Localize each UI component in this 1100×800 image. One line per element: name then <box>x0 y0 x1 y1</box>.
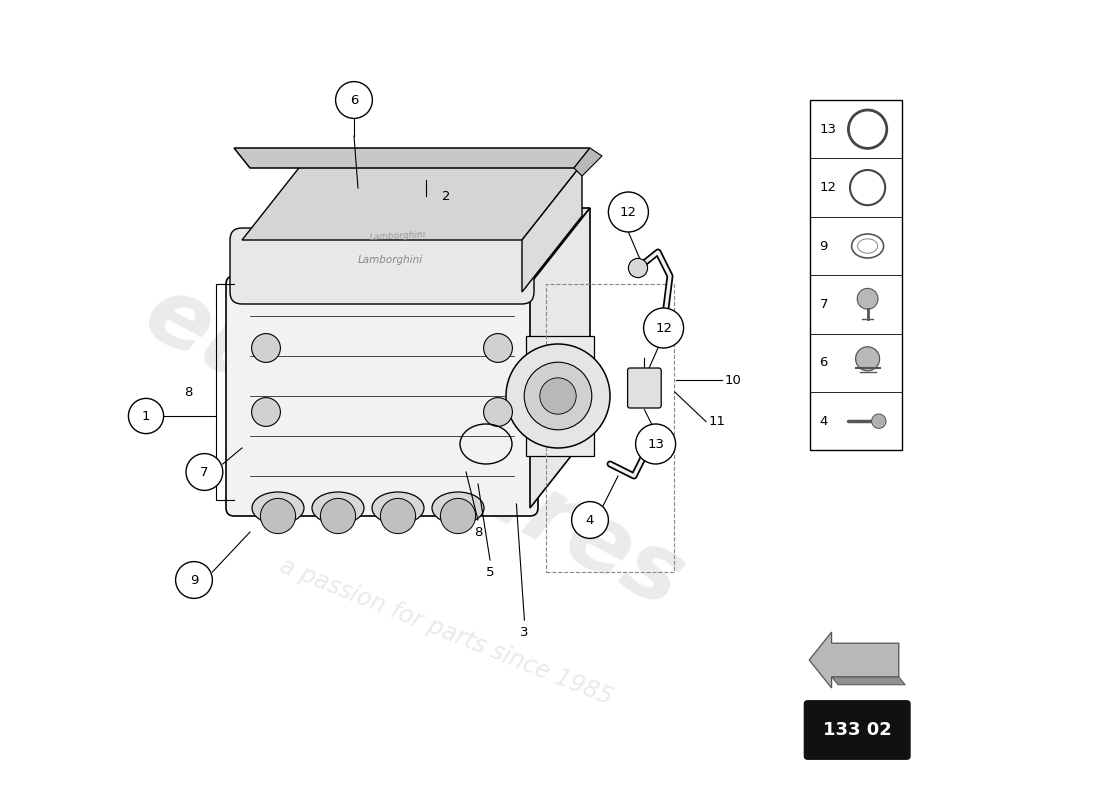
Circle shape <box>871 414 886 429</box>
Text: 8: 8 <box>474 526 482 538</box>
Polygon shape <box>526 336 594 456</box>
Text: 4: 4 <box>820 414 828 428</box>
Polygon shape <box>832 677 905 685</box>
Circle shape <box>440 498 475 534</box>
Circle shape <box>644 308 683 348</box>
Ellipse shape <box>432 492 484 524</box>
Circle shape <box>186 454 223 490</box>
Circle shape <box>540 378 576 414</box>
Polygon shape <box>234 148 590 168</box>
Text: Lamborghini: Lamborghini <box>358 255 422 265</box>
Text: 12: 12 <box>820 181 837 194</box>
Text: 7: 7 <box>820 298 828 311</box>
Circle shape <box>506 344 610 448</box>
Text: eurospares: eurospares <box>129 267 700 629</box>
Circle shape <box>176 562 212 598</box>
Bar <box>546 284 674 572</box>
Circle shape <box>252 398 280 426</box>
Text: 4: 4 <box>586 514 594 526</box>
Polygon shape <box>234 208 590 284</box>
Text: 11: 11 <box>708 415 725 428</box>
Polygon shape <box>242 164 582 240</box>
Text: 9: 9 <box>820 239 828 253</box>
Text: 2: 2 <box>442 190 451 202</box>
Circle shape <box>628 258 648 278</box>
Circle shape <box>252 334 280 362</box>
Circle shape <box>129 398 164 434</box>
Text: 7: 7 <box>200 466 209 478</box>
Text: 13: 13 <box>820 122 837 136</box>
Text: 133 02: 133 02 <box>823 721 892 739</box>
Text: 3: 3 <box>520 626 529 638</box>
Text: 6: 6 <box>350 94 359 106</box>
Circle shape <box>320 498 355 534</box>
Text: a passion for parts since 1985: a passion for parts since 1985 <box>276 554 616 710</box>
Circle shape <box>261 498 296 534</box>
FancyBboxPatch shape <box>226 276 538 516</box>
Text: 5: 5 <box>486 566 494 578</box>
Text: 9: 9 <box>190 574 198 586</box>
Text: 12: 12 <box>656 322 672 334</box>
Circle shape <box>336 82 373 118</box>
Bar <box>810 100 902 450</box>
Circle shape <box>636 424 675 464</box>
Circle shape <box>525 362 592 430</box>
FancyBboxPatch shape <box>804 701 910 759</box>
Ellipse shape <box>372 492 424 524</box>
Polygon shape <box>530 208 590 508</box>
Text: 8: 8 <box>184 386 192 398</box>
Ellipse shape <box>252 492 304 524</box>
Text: 12: 12 <box>620 206 637 218</box>
Circle shape <box>484 398 513 426</box>
FancyBboxPatch shape <box>628 368 661 408</box>
FancyBboxPatch shape <box>230 228 534 304</box>
Circle shape <box>857 289 878 310</box>
Text: 10: 10 <box>725 374 741 386</box>
Circle shape <box>484 334 513 362</box>
Circle shape <box>572 502 608 538</box>
Ellipse shape <box>312 492 364 524</box>
Text: 13: 13 <box>647 438 664 450</box>
Circle shape <box>856 346 880 371</box>
Polygon shape <box>810 632 899 688</box>
Polygon shape <box>522 164 582 292</box>
Text: Lamborghini: Lamborghini <box>370 230 427 242</box>
Text: 1: 1 <box>142 410 151 422</box>
Circle shape <box>381 498 416 534</box>
Circle shape <box>608 192 648 232</box>
Polygon shape <box>574 148 602 176</box>
Text: 6: 6 <box>820 356 828 370</box>
